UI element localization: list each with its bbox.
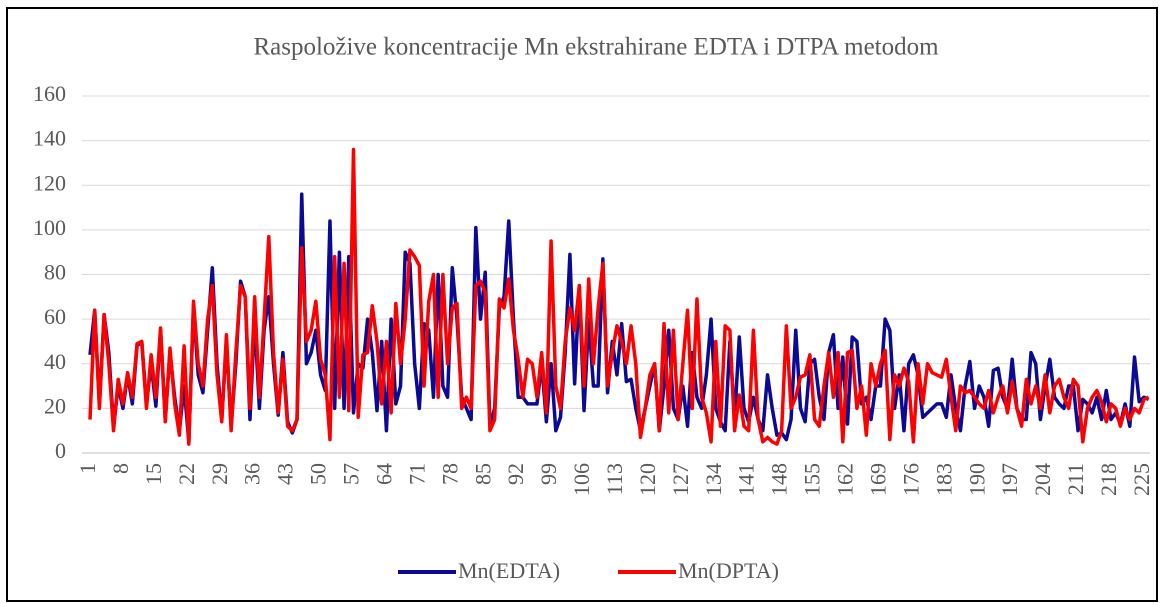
y-tick-label: 80 <box>44 260 66 285</box>
x-tick-label: 36 <box>240 463 265 485</box>
x-tick-label: 141 <box>734 463 759 496</box>
x-tick-label: 85 <box>470 463 495 485</box>
x-tick-label: 50 <box>306 463 331 485</box>
y-tick-label: 120 <box>33 170 66 195</box>
x-tick-label: 225 <box>1129 463 1154 496</box>
x-tick-label: 8 <box>108 463 133 474</box>
x-tick-label: 57 <box>339 463 364 485</box>
x-tick-label: 197 <box>997 463 1022 496</box>
x-tick-label: 64 <box>371 463 396 485</box>
x-tick-label: 127 <box>668 463 693 496</box>
series-line <box>88 147 1150 446</box>
x-tick-label: 211 <box>1063 463 1088 495</box>
x-tick-label: 176 <box>898 463 923 496</box>
x-tick-label: 148 <box>767 463 792 496</box>
x-tick-label: 134 <box>701 463 726 496</box>
y-tick-label: 20 <box>44 393 66 418</box>
x-tick-label: 218 <box>1096 463 1121 496</box>
y-tick-label: 60 <box>44 304 66 329</box>
x-tick-label: 204 <box>1030 463 1055 496</box>
x-tick-label: 43 <box>273 463 298 485</box>
legend-label: Mn(EDTA) <box>458 558 560 583</box>
x-tick-label: 15 <box>141 463 166 485</box>
chart-title: Raspoložive koncentracije Mn ekstrahiran… <box>253 34 939 61</box>
x-tick-label: 1 <box>75 463 100 474</box>
x-tick-label: 106 <box>569 463 594 496</box>
x-tick-label: 113 <box>602 463 627 495</box>
y-tick-label: 100 <box>33 215 66 240</box>
x-tick-label: 22 <box>174 463 199 485</box>
x-tick-label: 162 <box>833 463 858 496</box>
y-tick-label: 160 <box>33 81 66 106</box>
x-tick-label: 120 <box>635 463 660 496</box>
y-tick-label: 0 <box>55 438 66 463</box>
chart-frame <box>6 7 1158 602</box>
x-tick-label: 190 <box>964 463 989 496</box>
x-tick-label: 183 <box>931 463 956 496</box>
x-tick-label: 29 <box>207 463 232 485</box>
legend-label: Mn(DPTA) <box>678 558 779 583</box>
x-tick-label: 78 <box>437 463 462 485</box>
x-tick-label: 155 <box>800 463 825 496</box>
x-tick-label: 92 <box>503 463 528 485</box>
x-tick-label: 169 <box>865 463 890 496</box>
y-tick-label: 140 <box>33 126 66 151</box>
x-tick-label: 99 <box>536 463 561 485</box>
series-line <box>88 192 1150 444</box>
x-tick-label: 71 <box>404 463 429 485</box>
y-tick-label: 40 <box>44 349 66 374</box>
